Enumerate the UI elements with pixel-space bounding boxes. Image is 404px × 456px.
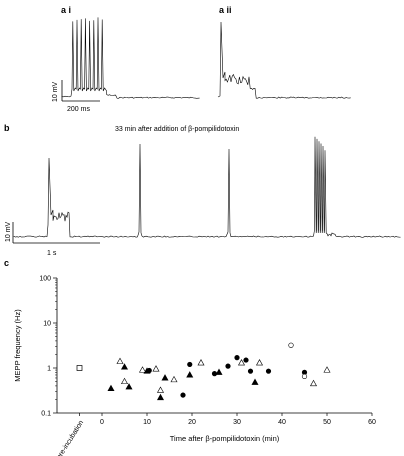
filled-circle-point — [243, 357, 249, 363]
x-tick-label: 0 — [100, 419, 104, 426]
open-triangle-point — [120, 377, 129, 385]
scalebar-a-voltage: 10 mV — [52, 81, 59, 102]
y-tick-label: 1 — [47, 366, 51, 373]
filled-triangle-point — [251, 378, 259, 385]
trace-b — [13, 136, 401, 238]
filled-circle-point — [187, 361, 193, 368]
panel-b-caption: 33 min after addition of β-pompilidotoxi… — [115, 126, 239, 133]
open-triangle-point — [323, 366, 331, 373]
filled-circle-point — [180, 392, 186, 398]
open-triangle-point — [170, 375, 178, 383]
x-axis-label: Time after β-pompilidotoxin (min) — [170, 434, 280, 443]
scalebar-b-time: 1 s — [47, 250, 57, 257]
open-triangle-point — [237, 359, 246, 366]
y-axis-label: MEPP frequency (Hz) — [13, 309, 22, 382]
scalebar-a — [61, 80, 100, 102]
open-triangle-point — [255, 359, 264, 366]
y-tick-label: 10 — [43, 321, 51, 328]
panel-label-a-i: a i — [61, 5, 71, 15]
filled-circle-point — [146, 367, 152, 374]
scalebar-b — [12, 222, 100, 244]
open-triangle-point — [197, 359, 205, 366]
filled-triangle-point — [107, 384, 115, 392]
x-tick-label: 20 — [188, 419, 196, 426]
open-circle-point — [301, 373, 308, 380]
open-triangle-point — [116, 357, 124, 364]
x-tick-label: 50 — [323, 419, 331, 426]
scalebar-a-time: 200 ms — [67, 106, 90, 113]
scatter-chart: 0.1 1 10 100 0 10 20 30 40 50 60 pre-incubation MEPP… — [13, 276, 376, 456]
pre-incubation-marker — [76, 365, 83, 371]
x-tick-label: 60 — [368, 419, 376, 426]
open-triangle-point — [156, 386, 165, 393]
filled-triangle-point — [156, 393, 165, 401]
open-circle-point — [288, 342, 294, 348]
y-tick-label: 0.1 — [41, 411, 51, 418]
panel-label-a-ii: a ii — [219, 5, 232, 15]
filled-circle-point — [211, 371, 218, 377]
filled-triangle-point — [125, 383, 133, 390]
filled-circle-point — [265, 368, 272, 374]
pre-incubation-label: pre-incubation — [56, 419, 86, 456]
open-triangle-point — [138, 366, 147, 373]
filled-circle-point — [234, 355, 240, 361]
scalebar-b-voltage: 10 mV — [5, 221, 12, 242]
y-tick-label: 100 — [39, 276, 51, 283]
filled-triangle-point — [161, 374, 169, 381]
x-tick-label: 10 — [143, 419, 151, 426]
open-triangle-point — [309, 379, 318, 387]
filled-circle-point — [247, 368, 254, 374]
panel-label-b: b — [4, 123, 10, 133]
open-triangle-point — [152, 365, 160, 372]
filled-triangle-point — [215, 368, 223, 375]
filled-circle-point — [225, 363, 231, 369]
trace-a-i — [61, 17, 200, 99]
filled-triangle-point — [120, 363, 129, 370]
x-tick-label: 40 — [278, 419, 286, 426]
x-tick-label: 30 — [233, 419, 241, 426]
panel-label-c: c — [4, 258, 9, 268]
trace-a-ii — [217, 21, 351, 99]
filled-triangle-point — [186, 371, 194, 378]
